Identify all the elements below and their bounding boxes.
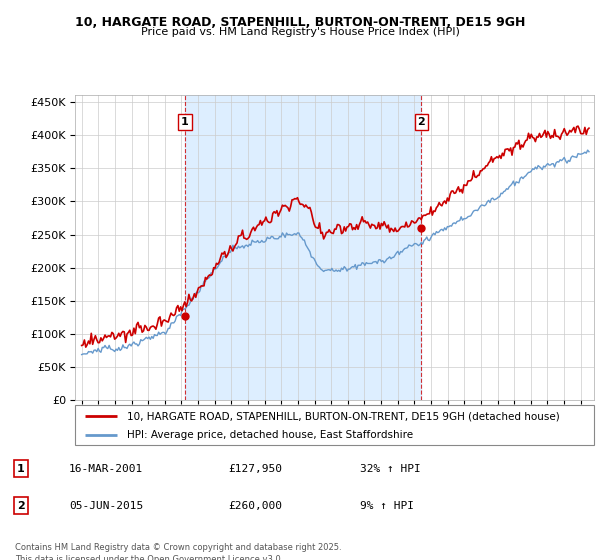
Bar <box>185 95 421 400</box>
Text: 10, HARGATE ROAD, STAPENHILL, BURTON-ON-TRENT, DE15 9GH (detached house): 10, HARGATE ROAD, STAPENHILL, BURTON-ON-… <box>127 411 560 421</box>
Text: 2: 2 <box>17 501 25 511</box>
Text: 10, HARGATE ROAD, STAPENHILL, BURTON-ON-TRENT, DE15 9GH: 10, HARGATE ROAD, STAPENHILL, BURTON-ON-… <box>75 16 525 29</box>
FancyBboxPatch shape <box>75 405 594 445</box>
Text: 16-MAR-2001: 16-MAR-2001 <box>69 464 143 474</box>
Text: 1: 1 <box>181 116 189 127</box>
Text: HPI: Average price, detached house, East Staffordshire: HPI: Average price, detached house, East… <box>127 430 413 440</box>
Text: 1: 1 <box>17 464 25 474</box>
Text: £260,000: £260,000 <box>228 501 282 511</box>
Text: 32% ↑ HPI: 32% ↑ HPI <box>360 464 421 474</box>
Text: £127,950: £127,950 <box>228 464 282 474</box>
Text: Contains HM Land Registry data © Crown copyright and database right 2025.
This d: Contains HM Land Registry data © Crown c… <box>15 543 341 560</box>
Text: 2: 2 <box>418 116 425 127</box>
Text: 9% ↑ HPI: 9% ↑ HPI <box>360 501 414 511</box>
Text: Price paid vs. HM Land Registry's House Price Index (HPI): Price paid vs. HM Land Registry's House … <box>140 27 460 37</box>
Text: 05-JUN-2015: 05-JUN-2015 <box>69 501 143 511</box>
